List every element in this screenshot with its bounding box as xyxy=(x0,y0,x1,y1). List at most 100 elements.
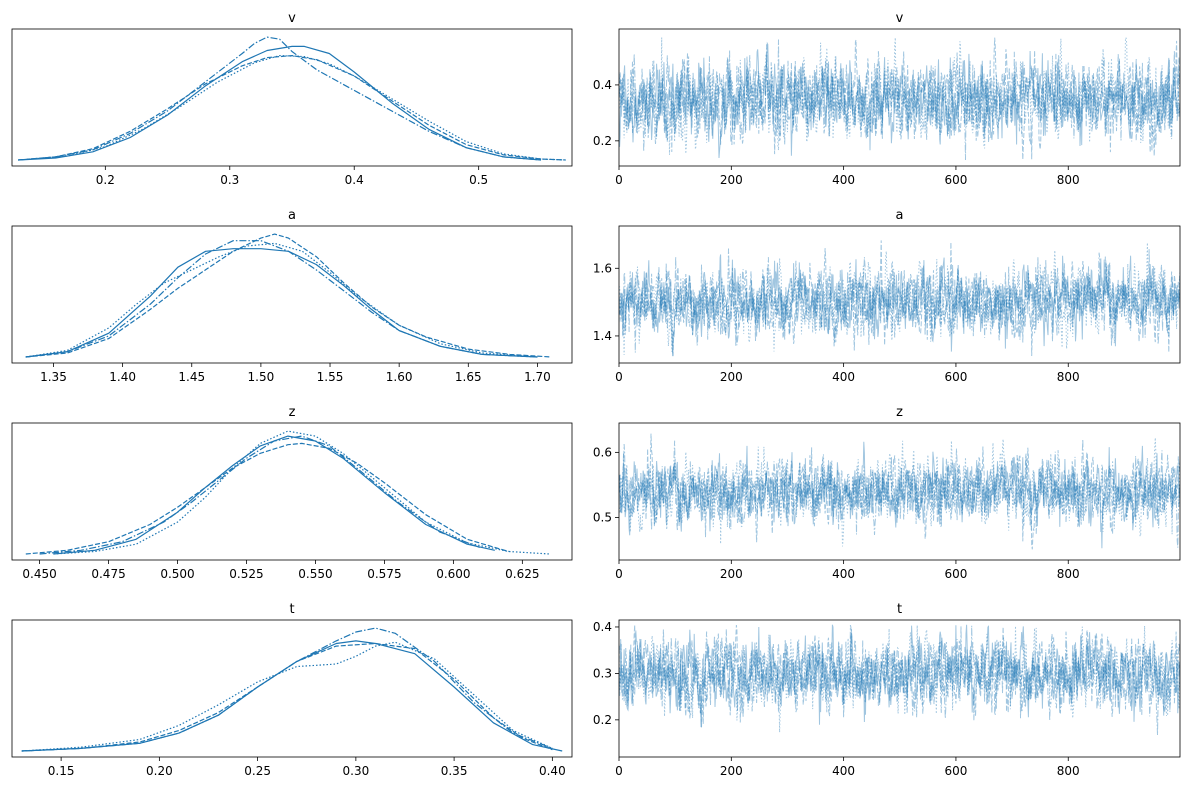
density-plot-v-chain-0-line xyxy=(18,45,541,161)
density-plot-z-xtick-label: 0.550 xyxy=(298,567,332,581)
trace-plot-t: 0 200 400 600 800 0.2 0.3 0.4 t xyxy=(593,602,1181,778)
trace-plot-a-xtick-label: 400 xyxy=(832,370,855,384)
trace-plot-a-chain-1-line xyxy=(619,240,1180,357)
trace-plot-a-frame xyxy=(618,225,1181,364)
trace-plot-t-chain-3-line xyxy=(619,625,1180,733)
density-plot-a-xtick-label: 1.60 xyxy=(386,370,413,384)
density-plot-z-chain-2-line xyxy=(39,435,482,555)
trace-plot-z-xtick-label: 400 xyxy=(832,567,855,581)
trace-plot-z-ytick-label: 0.6 xyxy=(593,445,612,459)
trace-plot-a-xtick-label: 800 xyxy=(1057,370,1080,384)
density-plot-t-xtick-label: 0.35 xyxy=(441,764,468,778)
density-plot-v-chain-1-line xyxy=(18,54,566,161)
density-plot-z-xtick-label: 0.575 xyxy=(367,567,401,581)
trace-plot-z-xtick-label: 200 xyxy=(720,567,743,581)
density-plot-z-xtick-label: 0.500 xyxy=(160,567,194,581)
trace-plot-z: 0 200 400 600 800 0.5 0.6 z xyxy=(593,405,1181,581)
density-plot-a-xtick-label: 1.35 xyxy=(40,370,67,384)
density-plot-v-chain-2-line xyxy=(18,36,541,161)
trace-plot-z-chain-1-line xyxy=(619,433,1180,550)
density-plot-v-xtick-label: 0.2 xyxy=(96,173,115,187)
density-plot-a-xtick-label: 1.45 xyxy=(178,370,205,384)
density-plot-z-frame xyxy=(11,422,573,561)
density-plot-t-chain-1-line xyxy=(21,642,553,752)
density-plot-a: 1.35 1.40 1.45 1.50 1.55 1.60 1.65 1.70 a xyxy=(11,208,573,384)
density-plot-a-xtick-label: 1.70 xyxy=(524,370,551,384)
trace-plot-a-chain-2-line xyxy=(619,248,1180,353)
trace-plot-z-chain-3-line xyxy=(619,437,1180,547)
density-plot-z-chain-1-line xyxy=(25,442,509,555)
trace-plot-a-chain-0-line xyxy=(619,254,1180,356)
density-plot-v-title: v xyxy=(288,11,296,26)
density-plot-t-xtick-label: 0.25 xyxy=(244,764,271,778)
trace-plot-t-ytick-label: 0.2 xyxy=(593,713,612,727)
trace-plot-a-xtick-label: 600 xyxy=(944,370,967,384)
density-plot-v-xtick-label: 0.3 xyxy=(220,173,239,187)
density-plot-z: 0.450 0.475 0.500 0.525 0.550 0.575 0.600 0.625… xyxy=(11,405,573,581)
density-plot-v-xtick-label: 0.5 xyxy=(469,173,488,187)
density-plot-t-xtick-label: 0.40 xyxy=(539,764,566,778)
trace-plot-t-chain-2-line xyxy=(619,624,1180,736)
density-plot-a-xtick-label: 1.50 xyxy=(248,370,275,384)
trace-plot-v-title: v xyxy=(896,11,904,26)
density-plot-a-xtick-label: 1.55 xyxy=(317,370,344,384)
trace-plot-z-chain-2-line xyxy=(619,439,1180,548)
density-plot-z-xtick-label: 0.600 xyxy=(436,567,470,581)
trace-plot-t-chain-0-line xyxy=(619,624,1180,728)
trace-plot-v-chain-1-line xyxy=(619,37,1180,160)
trace-plot-t-title: t xyxy=(897,602,902,617)
density-plot-v-chain-3-line xyxy=(30,54,566,161)
trace-plot-t-xtick-label: 0 xyxy=(615,764,623,778)
trace-plot-v-xtick-label: 0 xyxy=(615,173,623,187)
density-plot-t-xtick-label: 0.15 xyxy=(48,764,75,778)
density-plot-a-chain-1-line xyxy=(25,233,552,358)
trace-plot-a-xtick-label: 0 xyxy=(615,370,623,384)
trace-plot-v-chain-0-line xyxy=(619,41,1180,159)
density-plot-t-xtick-label: 0.30 xyxy=(343,764,370,778)
density-plot-a-xtick-label: 1.65 xyxy=(455,370,482,384)
trace-plot-v-xtick-label: 200 xyxy=(720,173,743,187)
trace-plot-z-chain-0-line xyxy=(619,441,1180,549)
density-plot-z-xtick-label: 0.625 xyxy=(505,567,539,581)
trace-plot-v: 0 200 400 600 800 0.2 0.4 v xyxy=(593,11,1181,187)
density-plot-a-chain-2-line xyxy=(25,240,538,358)
density-plot-a-title: a xyxy=(288,208,296,223)
trace-plot-z-ytick-label: 0.5 xyxy=(593,511,612,525)
trace-plot-t-xtick-label: 600 xyxy=(944,764,967,778)
density-plot-z-chain-3-line xyxy=(53,430,550,555)
trace-plot-t-xtick-label: 800 xyxy=(1057,764,1080,778)
density-plot-v-frame xyxy=(11,28,573,167)
trace-plot-a-xtick-label: 200 xyxy=(720,370,743,384)
density-plot-t-xtick-label: 0.20 xyxy=(146,764,173,778)
trace-plot-v-xtick-label: 800 xyxy=(1057,173,1080,187)
trace-plot-v-frame xyxy=(618,28,1181,167)
trace-plot-z-frame xyxy=(618,422,1181,561)
trace-plot-v-xtick-label: 600 xyxy=(944,173,967,187)
density-plot-v: 0.2 0.3 0.4 0.5 v xyxy=(11,11,573,187)
density-plot-z-chain-0-line xyxy=(53,435,495,555)
density-plot-z-xtick-label: 0.475 xyxy=(91,567,125,581)
density-plot-t-chain-3-line xyxy=(21,641,553,752)
trace-plot-z-title: z xyxy=(896,405,903,420)
trace-plot-t-xtick-label: 200 xyxy=(720,764,743,778)
density-plot-t-chain-2-line xyxy=(21,627,553,752)
trace-plot-a-ytick-label: 1.6 xyxy=(593,261,612,275)
trace-plot-v-xtick-label: 400 xyxy=(832,173,855,187)
trace-plot-v-ytick-label: 0.2 xyxy=(593,134,612,148)
density-plot-t-frame xyxy=(11,619,573,758)
density-plot-z-xtick-label: 0.525 xyxy=(229,567,263,581)
trace-plot-t-frame xyxy=(618,619,1181,758)
trace-plot-z-xtick-label: 0 xyxy=(615,567,623,581)
trace-plot-t-chain-1-line xyxy=(619,624,1180,728)
trace-plot-a: 0 200 400 600 800 1.4 1.6 a xyxy=(593,208,1181,384)
trace-plot-v-chain-3-line xyxy=(619,36,1180,155)
density-plot-z-title: z xyxy=(289,405,296,420)
trace-plot-t-xtick-label: 400 xyxy=(832,764,855,778)
trace-plot-t-ytick-label: 0.4 xyxy=(593,620,612,634)
density-plot-a-frame xyxy=(11,225,573,364)
density-plot-t-chain-0-line xyxy=(21,640,563,752)
density-plot-v-xtick-label: 0.4 xyxy=(345,173,364,187)
density-plot-t: 0.15 0.20 0.25 0.30 0.35 0.40 t xyxy=(11,602,573,778)
density-plot-a-xtick-label: 1.40 xyxy=(109,370,136,384)
